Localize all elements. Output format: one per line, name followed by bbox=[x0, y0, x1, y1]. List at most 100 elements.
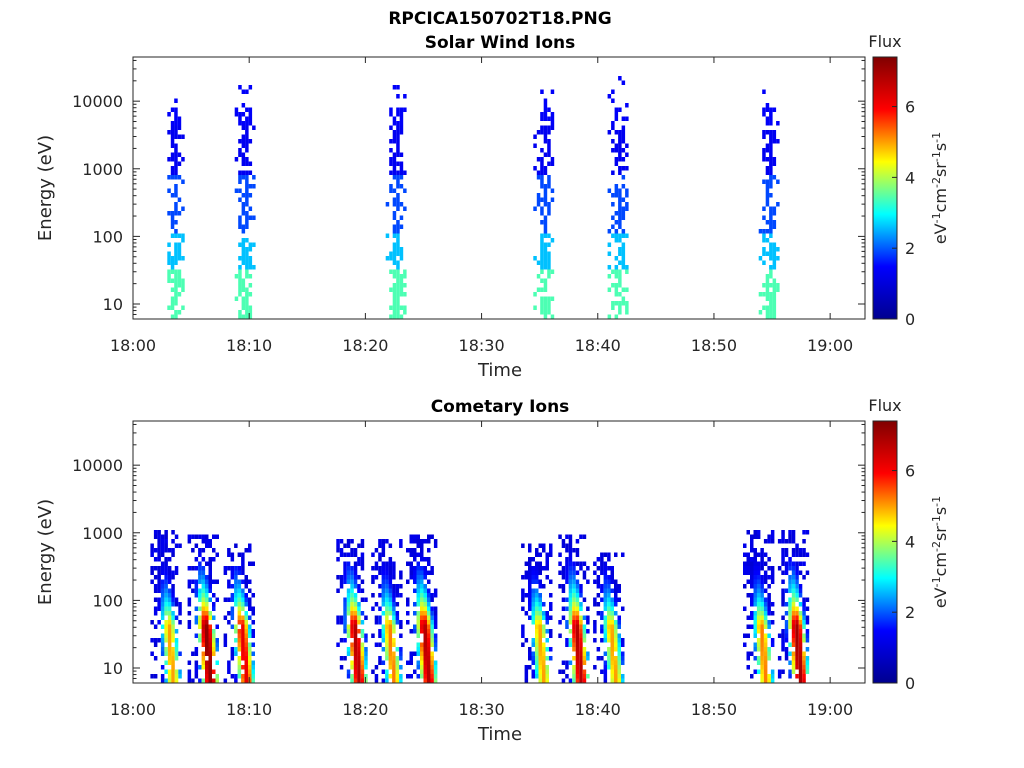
solar-wind-axes: 18:00 18:10 18:20 18:30 18:40 18:50 19:0010100… bbox=[72, 57, 865, 355]
cometary-xlabel: Time bbox=[477, 724, 522, 745]
cometary-colorbar-title: Flux bbox=[868, 396, 901, 415]
flux-cell bbox=[586, 656, 590, 661]
flux-cell bbox=[350, 674, 354, 679]
flux-cell bbox=[237, 633, 242, 638]
flux-cell bbox=[762, 130, 766, 135]
flux-cell bbox=[531, 642, 535, 647]
page-title: RPCICA150702T18.PNG bbox=[388, 9, 611, 29]
flux-cell bbox=[241, 615, 245, 620]
flux-cell bbox=[171, 624, 175, 629]
flux-cell bbox=[171, 615, 175, 620]
flux-cell bbox=[524, 669, 529, 674]
flux-cell bbox=[746, 557, 750, 562]
flux-cell bbox=[776, 179, 780, 184]
flux-cell bbox=[610, 638, 614, 643]
flux-cell bbox=[245, 296, 249, 301]
flux-cell bbox=[245, 184, 249, 189]
flux-cell bbox=[245, 143, 249, 148]
flux-cell bbox=[350, 539, 354, 544]
flux-cell bbox=[538, 660, 542, 665]
flux-cell bbox=[416, 624, 420, 629]
flux-cell bbox=[420, 674, 424, 679]
flux-cell bbox=[763, 678, 768, 683]
x-tick-label: 18:20 bbox=[342, 700, 388, 719]
flux-cell bbox=[538, 602, 542, 607]
flux-cell bbox=[392, 611, 396, 616]
flux-cell bbox=[538, 552, 542, 557]
flux-cell bbox=[610, 570, 614, 575]
flux-cell bbox=[769, 179, 773, 184]
flux-cell bbox=[396, 220, 400, 225]
flux-cell bbox=[409, 570, 413, 575]
flux-cell bbox=[621, 211, 626, 216]
flux-cell bbox=[198, 561, 202, 566]
flux-cell bbox=[430, 566, 434, 571]
flux-cell bbox=[241, 278, 246, 283]
flux-cell bbox=[160, 570, 165, 575]
flux-cell bbox=[756, 575, 761, 580]
flux-cell bbox=[795, 660, 799, 665]
flux-cell bbox=[416, 620, 420, 625]
flux-cell bbox=[198, 665, 202, 670]
flux-cell bbox=[153, 575, 158, 580]
flux-cell bbox=[178, 620, 182, 625]
flux-cell bbox=[223, 678, 228, 683]
flux-cell bbox=[357, 660, 361, 665]
flux-cell bbox=[346, 588, 351, 593]
flux-cell bbox=[170, 175, 175, 180]
flux-cell bbox=[621, 242, 626, 247]
flux-cell bbox=[547, 310, 551, 315]
flux-cell bbox=[614, 678, 618, 683]
flux-cell bbox=[248, 247, 253, 252]
flux-cell bbox=[618, 251, 622, 256]
flux-cell bbox=[760, 674, 764, 679]
flux-cell bbox=[160, 642, 165, 647]
flux-cell bbox=[536, 260, 541, 265]
flux-cell bbox=[743, 543, 747, 548]
flux-cell bbox=[535, 570, 539, 575]
flux-cell bbox=[381, 584, 386, 589]
flux-cell bbox=[252, 184, 256, 189]
flux-cell bbox=[353, 665, 358, 670]
flux-cell bbox=[763, 606, 768, 611]
flux-cell bbox=[621, 148, 626, 153]
flux-cell bbox=[430, 624, 434, 629]
flux-cell bbox=[167, 305, 171, 310]
flux-cell bbox=[227, 552, 231, 557]
flux-cell bbox=[603, 602, 608, 607]
flux-cell bbox=[174, 175, 178, 180]
flux-cell bbox=[586, 615, 590, 620]
flux-cell bbox=[339, 584, 344, 589]
flux-cell bbox=[167, 175, 171, 180]
flux-cell bbox=[388, 638, 393, 643]
flux-cell bbox=[767, 593, 771, 598]
flux-cell bbox=[568, 660, 573, 665]
flux-cell bbox=[781, 552, 785, 557]
flux-cell bbox=[171, 602, 175, 607]
flux-cell bbox=[416, 642, 420, 647]
flux-cell bbox=[413, 575, 417, 580]
flux-cell bbox=[756, 660, 761, 665]
flux-cell bbox=[543, 251, 548, 256]
flux-cell bbox=[392, 310, 397, 315]
flux-cell bbox=[406, 597, 410, 602]
flux-cell bbox=[805, 606, 810, 611]
flux-cell bbox=[350, 642, 354, 647]
flux-cell bbox=[538, 579, 542, 584]
flux-cell bbox=[538, 656, 542, 661]
flux-cell bbox=[572, 624, 576, 629]
flux-cell bbox=[763, 638, 768, 643]
flux-cell bbox=[381, 548, 386, 553]
flux-cell bbox=[353, 642, 358, 647]
flux-cell bbox=[388, 588, 393, 593]
flux-cell bbox=[565, 642, 569, 647]
flux-cell bbox=[167, 548, 172, 553]
flux-cell bbox=[543, 152, 548, 157]
flux-cell bbox=[572, 633, 576, 638]
flux-cell bbox=[575, 593, 580, 598]
flux-cell bbox=[396, 112, 400, 117]
flux-cell bbox=[167, 678, 172, 683]
flux-cell bbox=[625, 152, 629, 157]
flux-cell bbox=[536, 202, 541, 207]
flux-cell bbox=[561, 575, 566, 580]
